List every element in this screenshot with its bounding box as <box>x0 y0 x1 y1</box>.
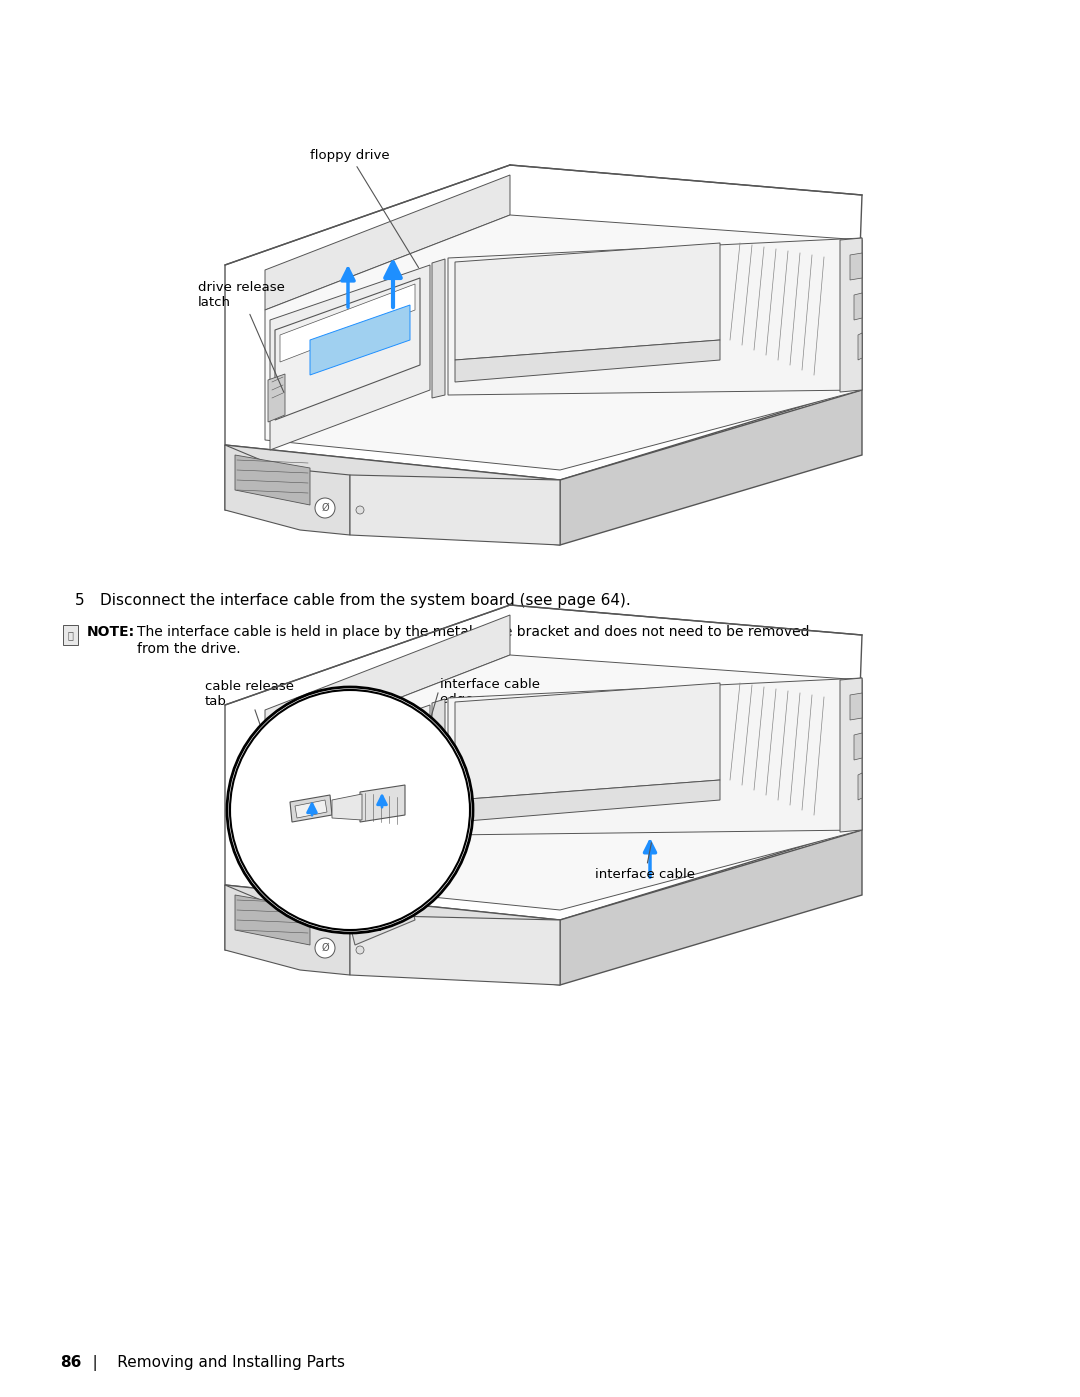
Polygon shape <box>840 237 862 393</box>
Polygon shape <box>295 800 327 819</box>
Polygon shape <box>850 693 862 719</box>
Polygon shape <box>265 215 862 469</box>
Text: Disconnect the interface cable from the system board (see page 64).: Disconnect the interface cable from the … <box>100 592 631 608</box>
Polygon shape <box>455 683 720 800</box>
Polygon shape <box>858 773 862 800</box>
Polygon shape <box>350 915 561 985</box>
Polygon shape <box>275 718 420 861</box>
Polygon shape <box>270 705 430 890</box>
Polygon shape <box>235 895 310 944</box>
Polygon shape <box>854 733 862 760</box>
Circle shape <box>227 687 473 933</box>
Polygon shape <box>561 390 862 545</box>
Polygon shape <box>490 292 500 328</box>
Polygon shape <box>270 265 430 450</box>
Polygon shape <box>448 678 862 835</box>
Text: 🖊: 🖊 <box>67 630 73 640</box>
Polygon shape <box>455 339 720 381</box>
Polygon shape <box>455 243 720 360</box>
Text: interface cable: interface cable <box>595 842 696 882</box>
Polygon shape <box>490 732 500 768</box>
Polygon shape <box>850 253 862 279</box>
Polygon shape <box>455 780 720 821</box>
Text: The interface cable is held in place by the metal drive bracket and does not nee: The interface cable is held in place by … <box>137 624 810 638</box>
Polygon shape <box>320 780 400 886</box>
Text: from the drive.: from the drive. <box>137 643 241 657</box>
Text: floppy drive: floppy drive <box>310 148 419 268</box>
Polygon shape <box>350 475 561 545</box>
Text: cable release
tab: cable release tab <box>205 680 294 708</box>
Polygon shape <box>448 237 862 395</box>
Polygon shape <box>265 175 510 310</box>
Polygon shape <box>854 293 862 320</box>
Polygon shape <box>561 830 862 985</box>
Circle shape <box>356 506 364 514</box>
Polygon shape <box>340 861 415 944</box>
Polygon shape <box>360 785 405 821</box>
Text: NOTE:: NOTE: <box>87 624 135 638</box>
Text: drive release
latch: drive release latch <box>198 281 285 393</box>
Polygon shape <box>291 795 332 821</box>
Polygon shape <box>275 278 420 420</box>
Polygon shape <box>432 258 445 398</box>
Polygon shape <box>268 374 285 422</box>
Text: interface cable
edge connector: interface cable edge connector <box>440 678 544 705</box>
Polygon shape <box>432 698 445 838</box>
Polygon shape <box>265 655 862 909</box>
Polygon shape <box>280 724 415 802</box>
Text: 5: 5 <box>75 592 84 608</box>
Polygon shape <box>63 624 78 645</box>
Polygon shape <box>225 886 350 975</box>
Polygon shape <box>225 446 561 545</box>
Circle shape <box>315 937 335 958</box>
Polygon shape <box>225 605 862 921</box>
Text: Ø: Ø <box>321 503 328 513</box>
Polygon shape <box>840 678 862 833</box>
Text: |    Removing and Installing Parts: | Removing and Installing Parts <box>78 1355 345 1370</box>
Text: 86: 86 <box>60 1355 81 1370</box>
Circle shape <box>315 497 335 518</box>
Circle shape <box>356 946 364 954</box>
Polygon shape <box>858 332 862 360</box>
Polygon shape <box>225 446 350 535</box>
Polygon shape <box>225 165 862 481</box>
Polygon shape <box>265 615 510 750</box>
Polygon shape <box>280 284 415 362</box>
Polygon shape <box>268 814 285 862</box>
Polygon shape <box>332 793 362 820</box>
Polygon shape <box>310 305 410 374</box>
Polygon shape <box>225 886 561 985</box>
Polygon shape <box>235 455 310 504</box>
Circle shape <box>230 690 470 930</box>
Text: Ø: Ø <box>321 943 328 953</box>
